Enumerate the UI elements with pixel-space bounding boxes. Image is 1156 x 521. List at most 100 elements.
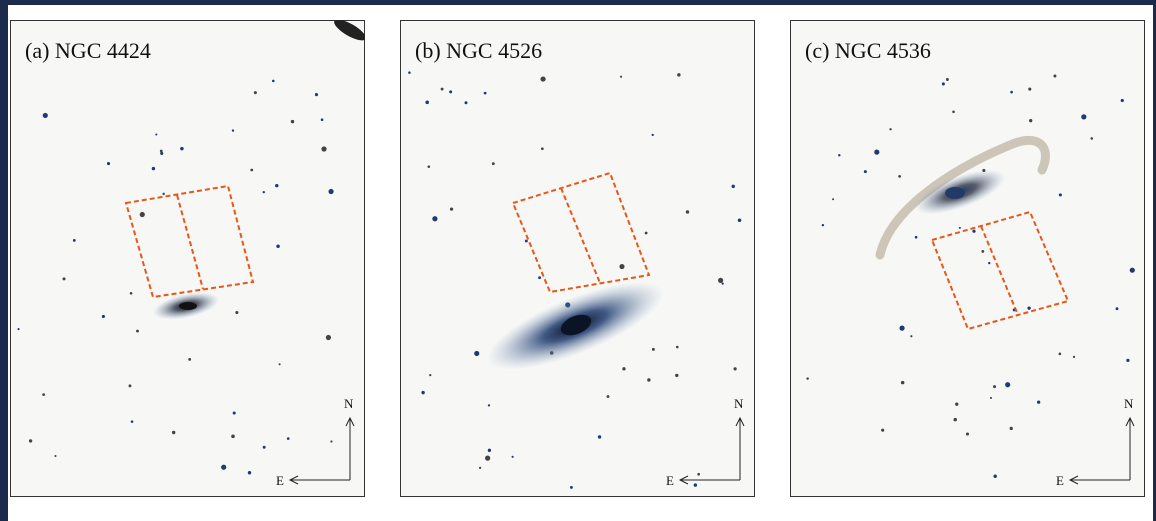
star [864, 170, 867, 173]
star [432, 216, 437, 221]
star [484, 92, 487, 95]
star [915, 236, 918, 239]
star [162, 193, 164, 195]
star [29, 439, 32, 442]
star [838, 154, 840, 156]
panel-label: (b) NGC 4526 [415, 38, 542, 63]
star [221, 465, 226, 470]
star [160, 152, 163, 155]
star [130, 292, 133, 295]
star [652, 134, 654, 136]
star [129, 384, 132, 387]
star [425, 101, 429, 105]
star [1010, 427, 1013, 430]
star [898, 175, 901, 178]
star [1005, 382, 1010, 387]
panel: (b) NGC 4526 N E [400, 20, 755, 497]
star [1073, 356, 1075, 358]
star [1090, 137, 1093, 140]
star [981, 250, 984, 253]
star [233, 411, 236, 414]
figure: (a) NGC 4424 N E (b) NGC 4526 N E (c) NGC 45… [0, 0, 1156, 521]
star [972, 230, 975, 233]
star [42, 393, 45, 396]
star [73, 239, 76, 242]
compass-e-label: E [666, 473, 674, 488]
star [231, 435, 235, 439]
star [1037, 400, 1040, 403]
star [676, 346, 679, 349]
star [1010, 91, 1013, 94]
star [738, 218, 742, 222]
star [328, 189, 333, 194]
compass-n-label: N [734, 396, 744, 411]
star [675, 374, 678, 377]
star [874, 150, 879, 155]
star [652, 348, 655, 351]
star [485, 456, 490, 461]
star [540, 76, 545, 81]
star [441, 88, 444, 91]
star [1028, 88, 1031, 91]
star [102, 315, 105, 318]
star [291, 120, 294, 123]
star [1121, 99, 1124, 102]
star [248, 471, 251, 474]
star [235, 311, 238, 314]
star [152, 167, 155, 170]
compass-e-label: E [276, 473, 284, 488]
star [525, 239, 528, 242]
panel-image: (a) NGC 4424 N E [10, 20, 365, 497]
star [315, 93, 318, 96]
star [955, 403, 958, 406]
star [733, 367, 736, 370]
star [952, 110, 955, 113]
star [677, 73, 680, 76]
star [946, 78, 949, 81]
star [180, 147, 184, 151]
star [450, 208, 453, 211]
star [959, 227, 961, 229]
star [140, 212, 145, 217]
star [570, 486, 573, 489]
star [1081, 114, 1086, 119]
star [538, 276, 541, 279]
star [732, 185, 735, 188]
star [953, 418, 957, 422]
compass-n-label: N [344, 396, 354, 411]
star [429, 374, 431, 376]
star [645, 232, 648, 235]
star [1027, 306, 1030, 309]
star [492, 162, 495, 165]
star [155, 133, 157, 135]
star [966, 432, 969, 435]
star [254, 91, 257, 94]
star [287, 437, 290, 440]
star [620, 76, 622, 78]
compass-e-label: E [1056, 473, 1064, 488]
star [136, 330, 139, 333]
star [63, 277, 66, 280]
star [722, 283, 724, 285]
panel-image: (c) NGC 4536NE [790, 20, 1145, 497]
star [1029, 119, 1032, 122]
star [832, 198, 834, 200]
star [619, 264, 624, 269]
panel-label: (a) NGC 4424 [25, 38, 151, 63]
star [421, 391, 424, 394]
star [942, 82, 945, 85]
star [697, 473, 700, 476]
star [107, 162, 110, 165]
star [188, 358, 191, 361]
star [276, 244, 280, 248]
star [889, 128, 891, 130]
panel-background [791, 21, 1145, 497]
star [272, 80, 275, 83]
star [647, 378, 650, 381]
star [17, 328, 19, 330]
star [449, 90, 452, 93]
star [1059, 352, 1062, 355]
star [321, 146, 326, 151]
panel: (a) NGC 4424 N E [10, 20, 365, 497]
star [43, 113, 48, 118]
